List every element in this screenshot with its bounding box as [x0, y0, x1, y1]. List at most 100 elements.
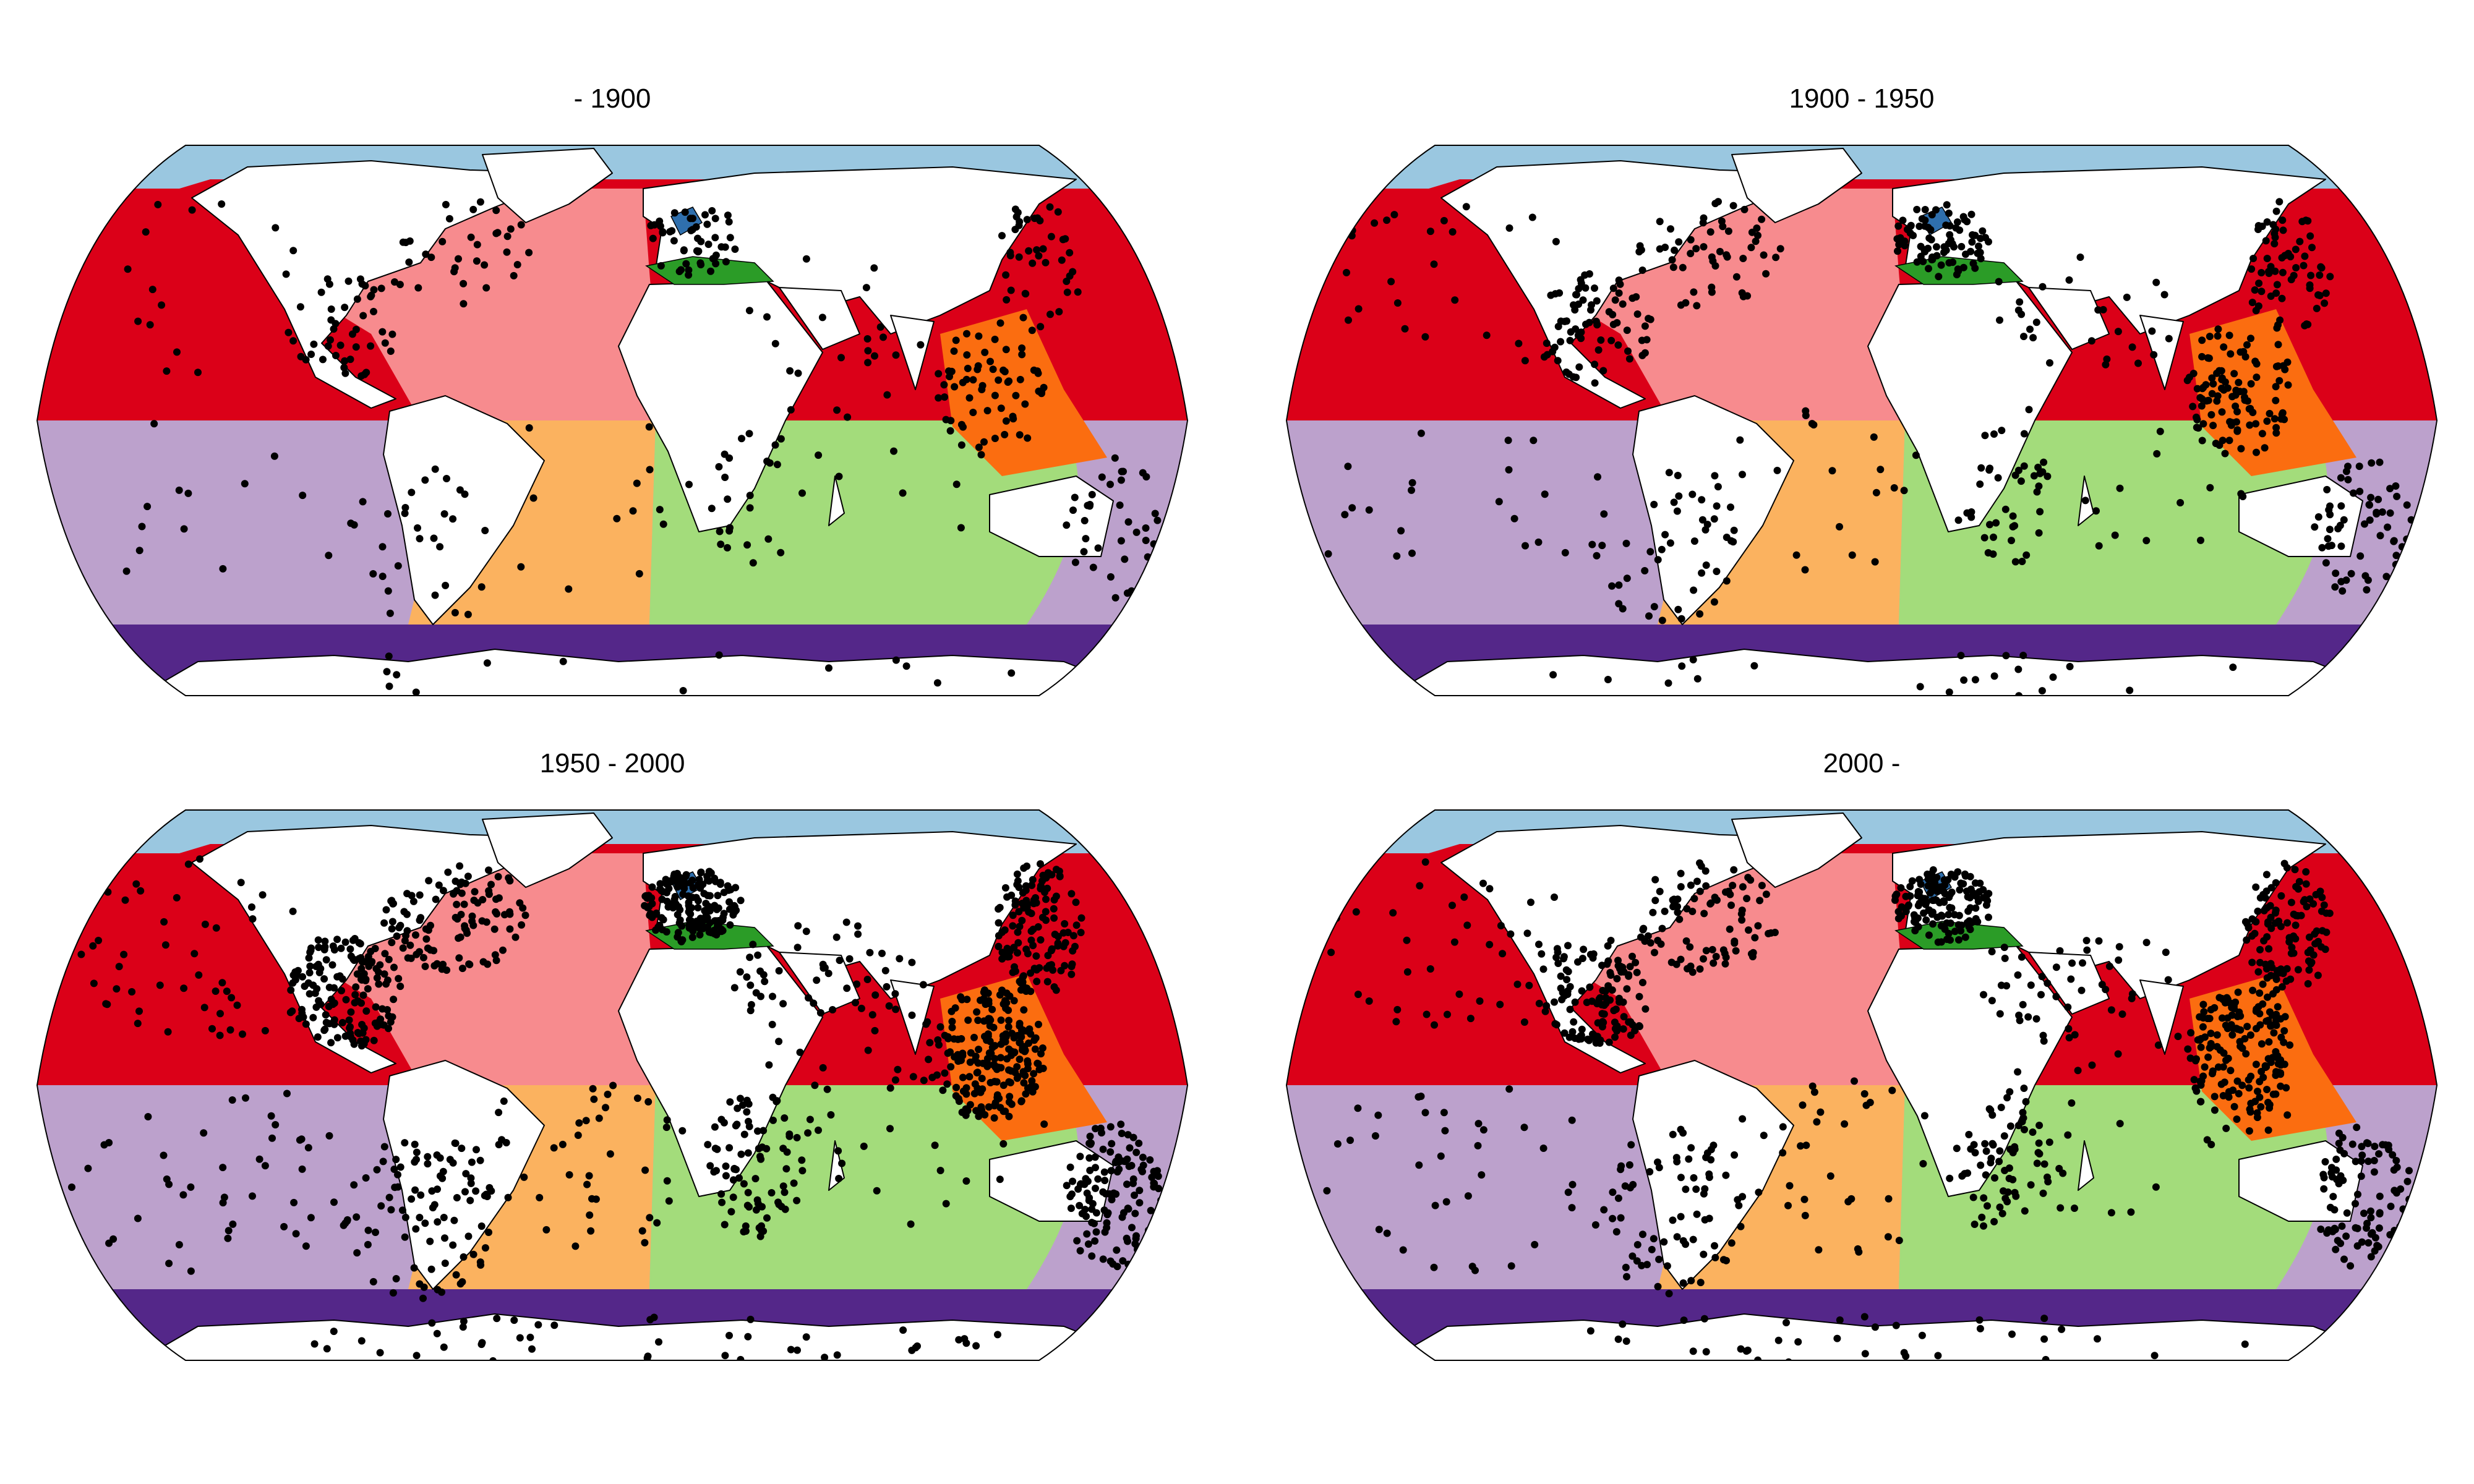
occurrence-dot [2356, 487, 2364, 495]
land-africa [1867, 281, 2073, 532]
occurrence-dot [483, 659, 491, 667]
occurrence-dot [1129, 1179, 1137, 1187]
occurrence-dot [2327, 1169, 2335, 1177]
occurrence-dot [2014, 1122, 2022, 1130]
occurrence-dot [787, 1345, 795, 1354]
occurrence-dot [1132, 528, 1141, 536]
occurrence-dot [384, 587, 392, 595]
occurrence-dot [379, 1158, 387, 1166]
occurrence-dot [1126, 1144, 1134, 1152]
occurrence-dot [1088, 1252, 1096, 1260]
occurrence-dot [798, 489, 806, 497]
occurrence-dot [1527, 898, 1534, 906]
occurrence-dot [1928, 211, 1936, 219]
occurrence-dot [2272, 1048, 2280, 1055]
occurrence-dot [2197, 1043, 2205, 1051]
occurrence-dot [1696, 610, 1704, 618]
occurrence-dot [813, 976, 821, 984]
occurrence-dot [261, 1162, 269, 1170]
occurrence-dot [1549, 671, 1557, 679]
occurrence-dot [298, 1165, 306, 1173]
occurrence-dot [1575, 284, 1583, 292]
occurrence-dot [1423, 1010, 1431, 1018]
occurrence-dot [2313, 304, 2321, 312]
occurrence-dot [731, 908, 738, 916]
occurrence-dot [1124, 1131, 1132, 1139]
occurrence-dot [401, 504, 409, 511]
occurrence-dot [681, 208, 689, 216]
occurrence-dot [1393, 1005, 1402, 1013]
occurrence-dot [351, 991, 359, 999]
occurrence-dot [1505, 466, 1513, 474]
occurrence-dot [663, 1116, 671, 1124]
occurrence-dot [732, 1166, 740, 1174]
occurrence-dot [2280, 416, 2288, 424]
occurrence-dot [729, 1193, 737, 1201]
occurrence-dot [2247, 380, 2255, 388]
occurrence-dot [1147, 1206, 1155, 1214]
occurrence-dot [2001, 1195, 2010, 1203]
occurrence-dot [2393, 1238, 2401, 1246]
occurrence-dot [909, 1073, 917, 1081]
occurrence-dot [1706, 228, 1714, 236]
occurrence-dot [525, 424, 533, 432]
occurrence-dot [324, 342, 332, 350]
occurrence-dot [1089, 563, 1097, 571]
occurrence-dot [997, 1016, 1005, 1024]
occurrence-dot [2005, 1164, 2013, 1172]
occurrence-dot [659, 229, 667, 237]
occurrence-dot [1996, 1203, 2004, 1211]
occurrence-dot [1921, 216, 1929, 224]
occurrence-dot [1571, 998, 1579, 1006]
occurrence-dot [1711, 1242, 1718, 1250]
occurrence-dot [401, 1233, 409, 1241]
occurrence-dot [2227, 1067, 2235, 1075]
occurrence-dot [1918, 1331, 1926, 1339]
occurrence-dot [2150, 351, 2158, 359]
occurrence-dot [646, 466, 654, 474]
occurrence-dot [1534, 538, 1543, 546]
occurrence-dot [1615, 581, 1623, 589]
occurrence-dot [1032, 952, 1040, 960]
occurrence-dot [871, 991, 880, 999]
occurrence-dot [1871, 1323, 1879, 1331]
occurrence-dot [958, 996, 966, 1004]
occurrence-dot [2039, 1189, 2047, 1197]
occurrence-dot [670, 876, 678, 884]
occurrence-dot [2243, 936, 2251, 944]
occurrence-dot [2290, 271, 2298, 279]
occurrence-dot [390, 963, 398, 971]
occurrence-dot [1625, 1018, 1633, 1026]
occurrence-dot [730, 984, 738, 992]
occurrence-dot [293, 971, 301, 979]
occurrence-dot [1660, 1238, 1668, 1246]
occurrence-dot [720, 889, 728, 897]
occurrence-dot [1982, 901, 1990, 909]
occurrence-dot [409, 897, 417, 905]
occurrence-dot [2252, 420, 2260, 428]
occurrence-dot [439, 237, 447, 245]
occurrence-dot [430, 947, 438, 955]
occurrence-dot [325, 1132, 333, 1140]
occurrence-dot [726, 1331, 733, 1339]
occurrence-dot [187, 1183, 195, 1191]
occurrence-dot [228, 994, 236, 1002]
occurrence-dot [2049, 673, 2057, 681]
occurrence-dot [2305, 933, 2313, 941]
occurrence-dot [462, 1170, 470, 1178]
occurrence-dot [2360, 1209, 2368, 1217]
occurrence-dot [1099, 1255, 1107, 1263]
occurrence-dot [727, 1208, 735, 1216]
occurrence-dot [758, 1222, 765, 1230]
occurrence-dot [2162, 949, 2170, 957]
occurrence-dot [385, 1193, 393, 1201]
occurrence-dot [2189, 370, 2198, 377]
occurrence-dot [2211, 1106, 2219, 1114]
occurrence-dot [503, 248, 511, 256]
occurrence-dot [361, 282, 369, 290]
occurrence-dot [1020, 1006, 1028, 1014]
occurrence-dot [458, 1278, 466, 1286]
occurrence-dot [379, 543, 387, 551]
occurrence-dot [1018, 351, 1026, 359]
occurrence-dot [1598, 1010, 1606, 1018]
